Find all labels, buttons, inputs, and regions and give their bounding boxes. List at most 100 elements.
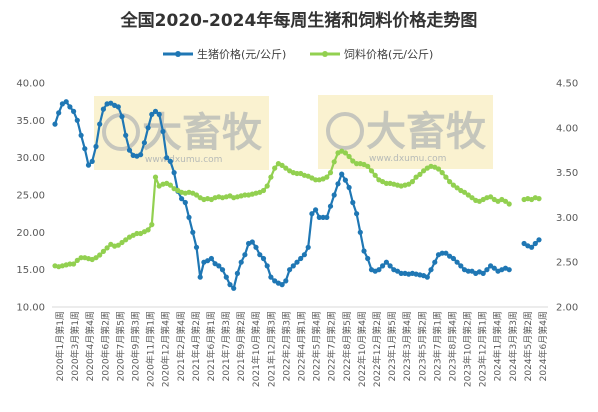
data-point-pig-price	[439, 250, 445, 256]
x-tick-label: 2021年9月第2周	[235, 311, 247, 381]
x-tick-label: 2022年12月第2周	[371, 311, 383, 387]
data-point-pig-price	[398, 270, 404, 276]
data-point-feed-price	[242, 192, 248, 198]
data-point-feed-price	[465, 192, 471, 198]
data-point-pig-price	[97, 121, 103, 127]
data-point-feed-price	[350, 158, 356, 164]
data-point-pig-price	[305, 244, 311, 250]
data-point-feed-price	[536, 196, 542, 202]
data-point-pig-price	[167, 158, 173, 164]
data-point-pig-price	[219, 267, 226, 273]
watermark-right: 大畜牧 www.dxumu.com	[318, 95, 493, 169]
x-tick-label: 2020年9月第3周	[129, 311, 141, 381]
data-point-pig-price	[63, 99, 69, 105]
x-tick-label: 2020年1月第1周	[54, 311, 66, 381]
data-point-pig-price	[108, 100, 114, 106]
data-point-pig-price	[123, 132, 129, 138]
x-tick-label: 2023年8月第4周	[446, 311, 458, 381]
data-point-pig-price	[428, 267, 434, 273]
y-left-tick-label: 20.00	[16, 228, 45, 239]
data-point-pig-price	[205, 258, 211, 264]
data-point-pig-price	[450, 255, 456, 262]
data-point-pig-price	[264, 263, 270, 269]
data-point-feed-price	[327, 170, 334, 176]
x-tick-label: 2021年7月第3周	[220, 311, 232, 381]
y-right-tick-label: 2.50	[556, 258, 578, 269]
y-left-tick-label: 35.00	[16, 116, 45, 127]
data-point-feed-price	[409, 179, 415, 185]
data-point-feed-price	[488, 194, 494, 200]
data-point-feed-price	[354, 161, 360, 167]
data-point-pig-price	[249, 239, 255, 245]
x-tick-label: 2024年3月第3周	[507, 311, 519, 381]
data-point-pig-price	[78, 132, 84, 138]
data-point-feed-price	[93, 255, 99, 261]
watermark-url-left: www.dxumu.com	[145, 155, 222, 165]
data-point-pig-price	[283, 278, 289, 284]
data-point-feed-price	[324, 174, 330, 180]
data-point-feed-price	[115, 242, 121, 248]
data-point-pig-price	[100, 106, 106, 112]
data-point-pig-price	[59, 101, 65, 107]
data-point-pig-price	[287, 267, 293, 273]
x-tick-label: 2022年2月第3周	[280, 311, 292, 381]
legend-entry-feed-price: 饲料价格(元/公斤)	[310, 47, 433, 61]
x-tick-label: 2022年10月第4周	[356, 311, 368, 387]
data-point-pig-price	[234, 270, 240, 276]
data-point-pig-price	[354, 211, 360, 217]
x-tick-label: 2023年3月第4周	[401, 311, 413, 381]
y-right-tick-label: 3.50	[556, 168, 578, 179]
data-point-pig-price	[152, 108, 159, 114]
x-tick-label: 2023年7月第1周	[431, 311, 443, 381]
data-point-feed-price	[104, 245, 110, 251]
data-point-pig-price	[361, 248, 367, 254]
data-point-pig-price	[376, 267, 382, 273]
data-point-feed-price	[439, 170, 445, 176]
data-point-feed-price	[193, 192, 200, 198]
data-point-pig-price	[529, 244, 535, 250]
data-point-pig-price	[141, 140, 147, 146]
series-layer	[52, 99, 542, 291]
data-point-feed-price	[447, 179, 453, 185]
x-tick-label: 2023年1月第5周	[386, 311, 398, 381]
data-point-feed-price	[365, 163, 371, 169]
data-point-feed-price	[78, 255, 84, 261]
data-point-feed-price	[260, 187, 267, 194]
data-point-pig-price	[193, 244, 200, 250]
data-point-feed-price	[346, 153, 352, 160]
x-tick-label: 2024年1月第4周	[492, 311, 504, 381]
legend-entry-pig-price: 生猪价格(元/公斤)	[163, 47, 286, 61]
x-tick-label: 2020年7月第5周	[114, 311, 126, 381]
data-point-feed-price	[67, 261, 73, 267]
data-point-pig-price	[506, 267, 512, 273]
legend-label-feed: 饲料价格(元/公斤)	[344, 47, 433, 61]
y-left-tick-label: 30.00	[16, 153, 45, 164]
data-point-feed-price	[443, 174, 449, 180]
data-point-pig-price	[190, 229, 196, 235]
data-point-feed-price	[342, 150, 348, 156]
data-point-pig-price	[465, 268, 471, 274]
y-right-tick-label: 2.00	[556, 303, 578, 314]
x-tick-label: 2022年7月第2周	[326, 311, 338, 381]
data-point-pig-price	[257, 252, 263, 258]
legend: 生猪价格(元/公斤) 饲料价格(元/公斤)	[163, 47, 433, 61]
data-point-pig-price	[357, 229, 363, 235]
data-point-feed-price	[167, 182, 173, 188]
data-point-pig-price	[227, 282, 233, 288]
y-right-tick-label: 4.50	[556, 79, 578, 90]
data-point-pig-price	[231, 285, 237, 291]
data-point-feed-price	[123, 237, 129, 243]
watermark-box-left	[94, 96, 269, 170]
data-point-pig-price	[71, 108, 77, 114]
data-point-feed-price	[454, 185, 460, 191]
data-point-feed-price	[469, 195, 475, 201]
data-point-feed-price	[97, 252, 103, 258]
data-point-feed-price	[134, 230, 140, 237]
watermark-left: 大畜牧 www.dxumu.com	[94, 96, 269, 170]
data-point-feed-price	[383, 180, 389, 186]
data-point-feed-price	[421, 168, 427, 174]
data-point-pig-price	[290, 263, 296, 269]
axes: 10.00 15.00 20.00 25.00 30.00 35.00 40.00 2.00 2…	[16, 79, 578, 388]
data-point-pig-price	[327, 203, 334, 209]
